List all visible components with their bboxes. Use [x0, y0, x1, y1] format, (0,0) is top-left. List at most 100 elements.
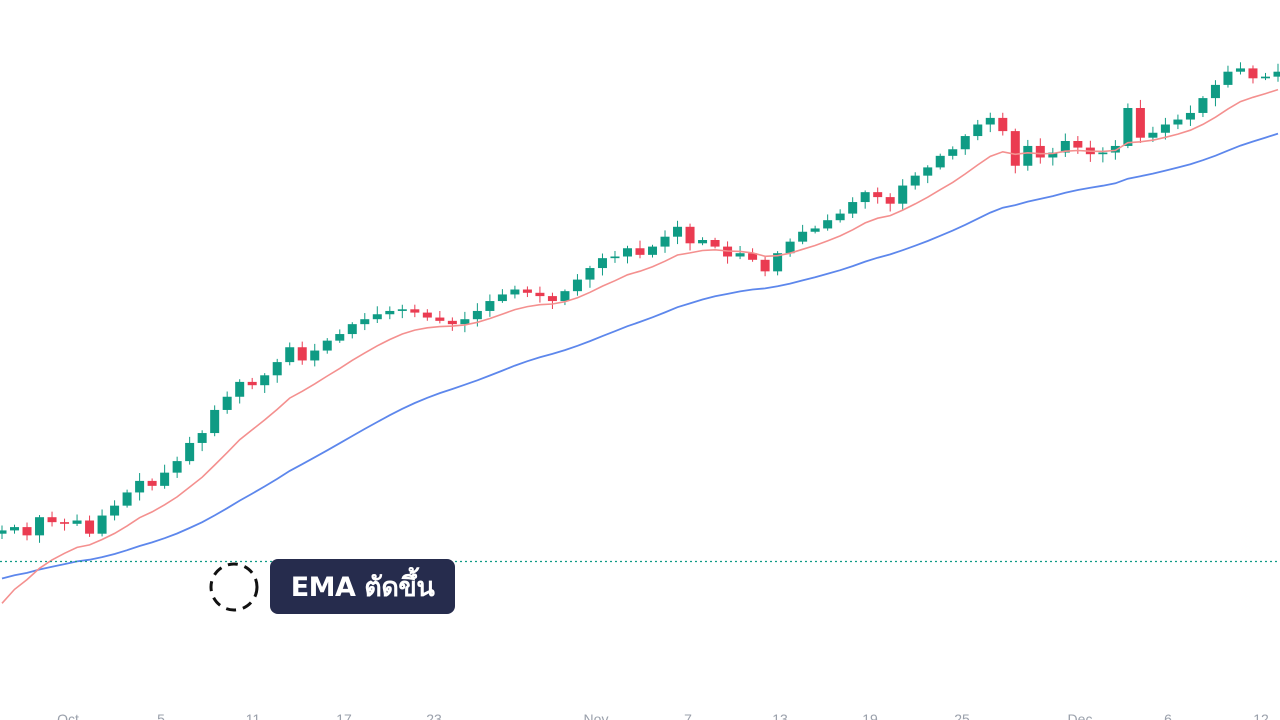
candle-body	[360, 319, 370, 325]
candle	[510, 285, 520, 299]
candle-body	[1123, 108, 1133, 146]
x-tick-label: 23	[426, 711, 442, 720]
candle-body	[823, 220, 833, 229]
candle-body	[910, 175, 920, 186]
candle	[673, 220, 683, 245]
candle-body	[172, 461, 182, 473]
candle	[410, 304, 420, 318]
candle-body	[135, 480, 145, 493]
candle-body	[1148, 132, 1158, 138]
candle-body	[610, 256, 620, 259]
candle-body	[873, 192, 883, 198]
x-tick-label: 25	[954, 711, 970, 720]
candle	[322, 338, 332, 354]
candle	[873, 187, 883, 204]
candle	[385, 306, 395, 320]
candle-body	[1023, 145, 1033, 166]
candle-body	[860, 192, 870, 203]
candle-body	[447, 320, 457, 325]
candle-body	[297, 347, 307, 361]
candle-body	[810, 228, 820, 232]
candle	[1248, 65, 1258, 84]
candle-body	[1273, 71, 1280, 77]
candle	[110, 500, 120, 521]
candle-body	[110, 505, 120, 516]
candle	[1023, 139, 1033, 171]
candle	[848, 197, 858, 218]
candle-body	[585, 268, 595, 280]
ema-fast-line	[1, 88, 1279, 604]
candle	[460, 311, 470, 333]
candle	[973, 119, 983, 141]
candle-body	[698, 240, 708, 244]
x-tick-label: 12	[1253, 711, 1269, 720]
candle-body	[1198, 98, 1208, 113]
x-tick-label: 6	[1164, 711, 1172, 720]
candle-body	[422, 312, 432, 318]
candle	[435, 310, 445, 324]
candle	[35, 515, 45, 543]
candle	[1260, 72, 1270, 81]
candle-body	[47, 517, 57, 523]
x-tick-label: 5	[157, 711, 165, 720]
candle	[160, 464, 170, 489]
candle-body	[385, 310, 395, 315]
candle-body	[773, 253, 783, 272]
candle	[1273, 63, 1280, 82]
candle-body	[310, 350, 320, 361]
candle	[22, 522, 32, 541]
candle-body	[335, 334, 345, 341]
candle-body	[122, 492, 132, 506]
candle-body	[147, 480, 157, 486]
candle-body	[22, 527, 32, 536]
candle-body	[235, 381, 245, 397]
candle-body	[760, 259, 770, 272]
candle-body	[785, 241, 795, 254]
candle	[547, 292, 557, 310]
candle-body	[710, 240, 720, 247]
candle-body	[935, 155, 945, 168]
candle-body	[185, 442, 195, 462]
candle-body	[923, 167, 933, 176]
candle-body	[322, 340, 332, 351]
candle-body	[998, 117, 1008, 132]
candle-body	[547, 296, 557, 302]
candle	[648, 244, 658, 258]
candle	[497, 289, 507, 303]
candle-body	[460, 319, 470, 325]
candle-body	[948, 149, 958, 156]
candle	[610, 250, 620, 263]
candle	[748, 248, 758, 262]
candle	[885, 193, 895, 212]
candle-body	[1160, 124, 1170, 133]
candle-body	[622, 248, 632, 257]
candle	[72, 514, 82, 526]
candle	[1210, 80, 1220, 107]
candle-body	[560, 291, 570, 302]
candle	[910, 172, 920, 190]
candle	[923, 165, 933, 184]
candle	[985, 112, 995, 133]
candle-body	[848, 202, 858, 214]
x-tick-label: Nov	[584, 711, 609, 720]
candle-body	[1210, 84, 1220, 99]
candle-body	[535, 292, 545, 297]
candle-body	[85, 520, 95, 534]
candle-body	[97, 515, 107, 534]
candle	[335, 329, 345, 343]
candle	[948, 146, 958, 160]
x-tick-label: 7	[684, 711, 692, 720]
candle-body	[0, 530, 7, 534]
x-tick-label: 17	[336, 711, 352, 720]
candle	[360, 313, 370, 331]
candle	[247, 377, 257, 390]
candle-body	[60, 522, 70, 524]
candle	[798, 224, 808, 245]
candle	[1135, 99, 1145, 144]
candle-body	[160, 472, 170, 486]
candle-body	[72, 520, 82, 524]
candle-body	[1110, 145, 1120, 153]
candle	[297, 341, 307, 365]
candle-body	[898, 185, 908, 204]
